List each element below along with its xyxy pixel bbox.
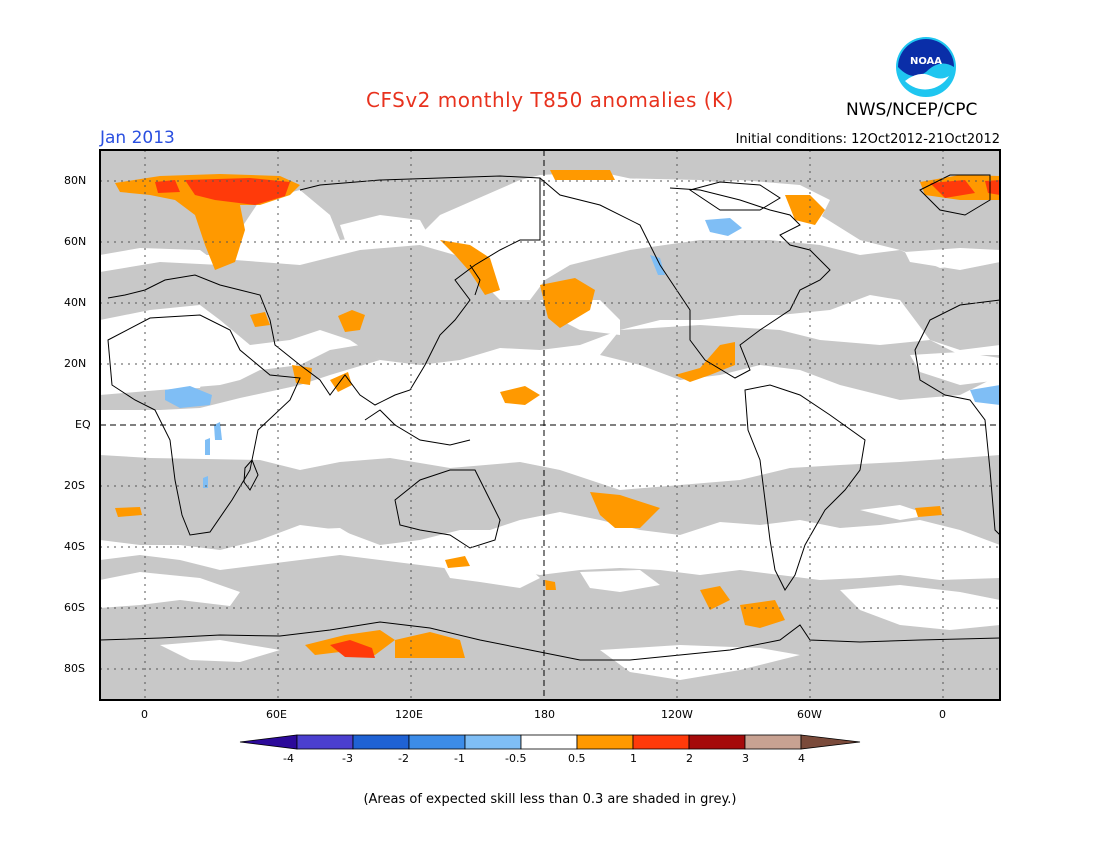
initial-conditions: Initial conditions: 12Oct2012-21Oct2012: [735, 132, 1000, 147]
lat-label: EQ: [75, 418, 91, 431]
lat-label: 20N: [64, 357, 87, 370]
colorbar-tick: -4: [283, 752, 294, 765]
colorbar-cell: [464, 734, 522, 750]
reference-lines: [100, 150, 1000, 700]
lat-label: 60N: [64, 235, 87, 248]
colorbar-cell: [744, 734, 802, 750]
valid-month: Jan 2013: [100, 128, 175, 148]
lon-label: 60E: [266, 708, 287, 721]
colorbar-tick: -2: [398, 752, 409, 765]
lat-label: 80S: [64, 662, 85, 675]
page-title: CFSv2 monthly T850 anomalies (K): [366, 88, 734, 112]
logo-text: NOAA: [910, 56, 942, 67]
colorbar-cell: [296, 734, 354, 750]
colorbar-cell: [408, 734, 466, 750]
graticule: [100, 150, 1000, 700]
lon-label: 180: [534, 708, 555, 721]
lat-label: 80N: [64, 174, 87, 187]
lat-label: 40N: [64, 296, 87, 309]
colorbar-tick: 4: [798, 752, 805, 765]
colorbar-tick: -0.5: [505, 752, 527, 765]
agency-label: NWS/NCEP/CPC: [846, 100, 978, 120]
colorbar-cell: [632, 734, 690, 750]
noaa-logo: NOAA: [896, 37, 956, 97]
colorbar-tick: -1: [454, 752, 465, 765]
colorbar-tick: 0.5: [568, 752, 586, 765]
coastlines: [100, 174, 1000, 661]
colorbar-cell: [800, 734, 861, 750]
colorbar-tick: -3: [342, 752, 353, 765]
colorbar-cell: [688, 734, 746, 750]
lat-label: 40S: [64, 540, 85, 553]
colorbar-cell: [239, 734, 298, 750]
lon-label: 0: [939, 708, 946, 721]
lon-label: 0: [141, 708, 148, 721]
colorbar-tick: 2: [686, 752, 693, 765]
lat-label: 60S: [64, 601, 85, 614]
colorbar-tick: 3: [742, 752, 749, 765]
map-frame: [99, 149, 1001, 701]
footnote: (Areas of expected skill less than 0.3 a…: [363, 792, 737, 807]
lon-label: 120E: [395, 708, 423, 721]
strong-warm-anomalies: [155, 178, 1000, 658]
cold-anomalies: [165, 218, 1000, 488]
lat-label: 20S: [64, 479, 85, 492]
lon-label: 60W: [797, 708, 822, 721]
colorbar-tick: 1: [630, 752, 637, 765]
colorbar-cell: [352, 734, 410, 750]
colorbar-cell: [576, 734, 634, 750]
colorbar-cell: [520, 734, 578, 750]
lon-label: 120W: [661, 708, 693, 721]
